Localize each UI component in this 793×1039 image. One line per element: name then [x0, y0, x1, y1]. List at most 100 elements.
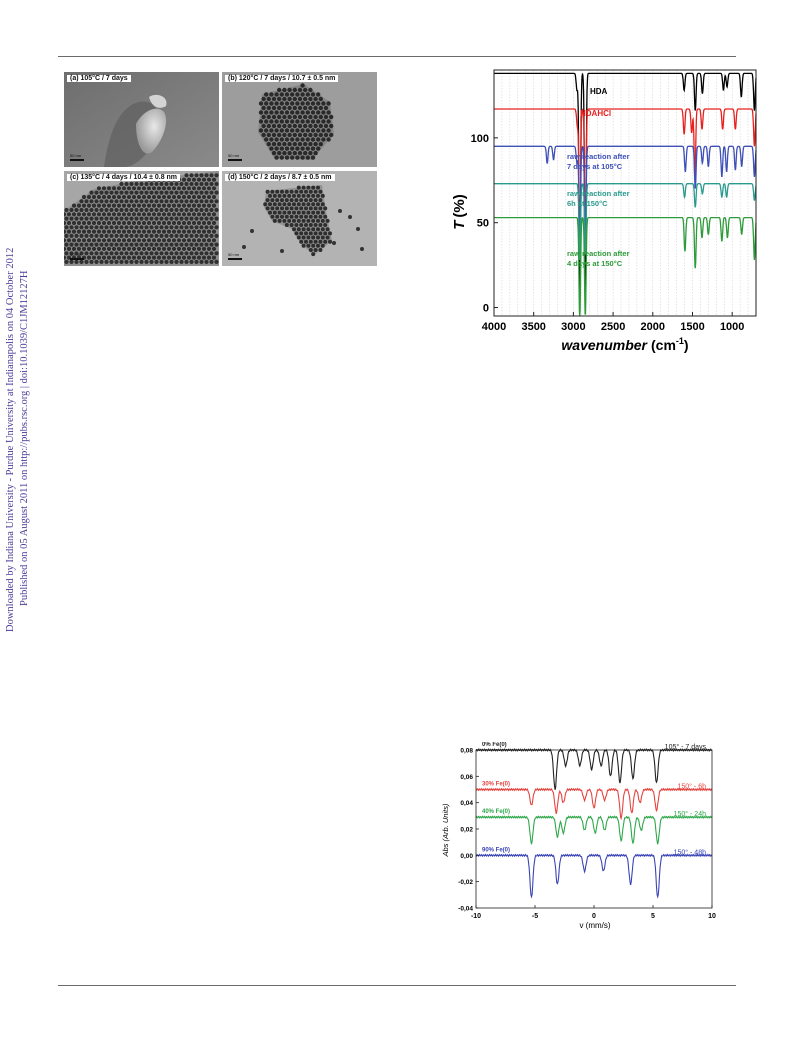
nanoparticle: [74, 233, 79, 238]
nanoparticle: [306, 235, 311, 240]
tem-image-a: [64, 72, 219, 167]
nanoparticle: [308, 105, 313, 111]
nanoparticle: [101, 238, 107, 243]
nanoparticle: [141, 203, 147, 208]
tem-image-c: [64, 171, 219, 266]
nanoparticle: [146, 229, 152, 234]
nanoparticle: [211, 255, 217, 260]
nanoparticle: [66, 212, 72, 217]
nanoparticle: [101, 229, 107, 234]
nanoparticle: [274, 101, 279, 106]
nanoparticle: [171, 212, 177, 217]
nanoparticle: [166, 255, 172, 260]
scale-bar: [228, 159, 242, 161]
nanoparticle: [271, 114, 277, 120]
nanoparticle: [99, 259, 104, 264]
nanoparticle: [280, 189, 284, 194]
nanoparticle: [299, 189, 304, 194]
nanoparticle: [320, 243, 325, 248]
mossbauer-series-line-2: [475, 815, 713, 845]
nanoparticle: [124, 242, 129, 247]
nanoparticle: [96, 212, 102, 217]
nanoparticle: [316, 210, 320, 215]
nanoparticle: [176, 212, 182, 217]
nanoparticle: [300, 110, 305, 115]
nanoparticle: [149, 216, 154, 221]
tem-panel-b-label: (b) 120°C / 7 days / 10.7 ± 0.5 nm: [225, 75, 339, 82]
nanoparticle: [154, 233, 159, 238]
nanoparticle: [156, 194, 162, 200]
nanoparticle: [129, 242, 134, 247]
nanoparticle: [313, 150, 318, 156]
nanoparticle: [211, 186, 217, 191]
nanoparticle: [287, 210, 292, 215]
nanoparticle: [169, 199, 174, 204]
nanoparticle: [269, 92, 274, 97]
tem-panel-b: (b) 120°C / 7 days / 10.7 ± 0.5 nm 50 nm: [222, 72, 377, 167]
nanoparticle: [141, 246, 147, 251]
nanoparticle: [323, 132, 329, 138]
nanoparticle: [139, 259, 144, 264]
nanoparticle: [194, 251, 199, 256]
nanoparticle-array: [263, 185, 332, 257]
nanoparticle: [174, 216, 179, 221]
nanoparticle: [287, 218, 292, 223]
nanoparticle: [204, 181, 209, 187]
nanoparticle: [313, 141, 318, 147]
nanoparticle: [109, 199, 114, 204]
nanoparticle: [141, 220, 147, 226]
nanoparticle: [280, 206, 284, 211]
nanoparticle: [144, 190, 149, 195]
nanoparticle: [111, 246, 117, 251]
nanoparticle: [76, 229, 82, 234]
nanoparticle: [325, 227, 330, 232]
nanoparticle: [184, 199, 189, 204]
legend-label-6h-150c: raw reaction after 6h at 150°C: [567, 189, 630, 208]
nanoparticle: [321, 110, 326, 115]
nanoparticle: [126, 246, 132, 251]
nanoparticle: [151, 246, 157, 251]
nanoparticle: [79, 259, 84, 264]
nanoparticle: [184, 251, 189, 256]
nanoparticle: [106, 220, 112, 226]
nanoparticle: [194, 181, 199, 187]
nanoparticle: [206, 177, 212, 182]
nanoparticle: [136, 212, 142, 217]
nanoparticle: [114, 259, 119, 264]
nanoparticle: [64, 220, 67, 226]
nanoparticle: [266, 105, 271, 111]
nanoparticle: [311, 210, 316, 215]
ir-series-line-3: [494, 183, 757, 261]
nanoparticle: [104, 225, 109, 230]
nanoparticle-array: [258, 83, 334, 160]
nanoparticle: [296, 210, 301, 215]
nanoparticle: [134, 242, 139, 247]
nanoparticle: [206, 212, 212, 217]
scale-bar-label: 50 nm: [70, 252, 82, 257]
nanoparticle: [166, 229, 172, 234]
nanoparticle: [313, 248, 318, 252]
tem-panel-a-label: (a) 105°C / 7 days: [67, 75, 131, 82]
nanoparticle: [316, 235, 320, 240]
nanoparticle: [189, 225, 194, 230]
nanoparticle: [89, 207, 94, 213]
nanoparticle: [304, 239, 308, 244]
nanoparticle: [206, 194, 212, 200]
mossbauer-series-line-0: [475, 748, 713, 790]
nanoparticle: [268, 202, 272, 207]
nanoparticle: [277, 150, 282, 156]
nanoparticle: [99, 233, 104, 238]
nanoparticle: [119, 216, 124, 221]
nanoparticle: [99, 190, 104, 195]
nanoparticle: [79, 199, 84, 204]
nanoparticle: [201, 220, 207, 226]
nanoparticle: [196, 229, 202, 234]
nanoparticle: [323, 114, 329, 120]
nanoparticle: [199, 259, 204, 264]
nanoparticle: [311, 202, 316, 207]
nanoparticle: [124, 207, 129, 213]
nanoparticle: [71, 212, 77, 217]
legend-label-hda: HDA: [590, 87, 608, 96]
nanoparticle: [209, 251, 214, 256]
nanoparticle: [141, 212, 147, 217]
